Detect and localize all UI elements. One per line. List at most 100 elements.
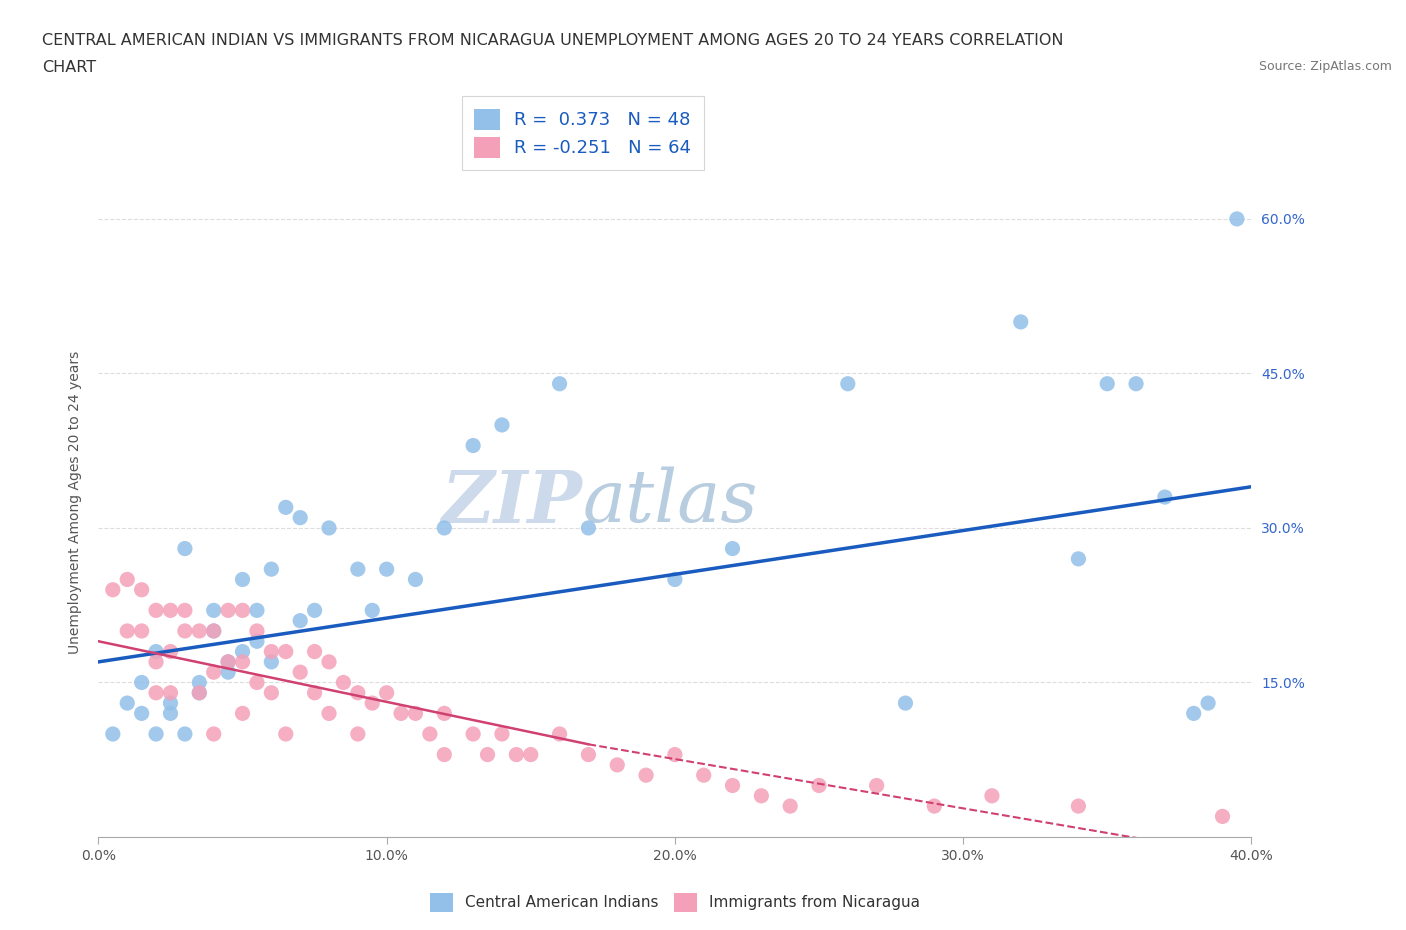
Point	[101, 726, 124, 741]
Point	[260, 685, 283, 700]
Point	[1182, 706, 1205, 721]
Point	[405, 706, 427, 721]
Point	[217, 655, 239, 670]
Point	[188, 675, 211, 690]
Point	[505, 747, 527, 762]
Point	[1125, 377, 1147, 392]
Point	[1067, 799, 1090, 814]
Point	[274, 726, 297, 741]
Point	[174, 541, 197, 556]
Point	[290, 665, 312, 680]
Point	[231, 603, 254, 618]
Legend: Central American Indians, Immigrants from Nicaragua: Central American Indians, Immigrants fro…	[423, 887, 927, 918]
Point	[606, 757, 628, 772]
Point	[131, 623, 153, 638]
Text: atlas: atlas	[582, 467, 758, 538]
Point	[1067, 551, 1090, 566]
Text: ZIP: ZIP	[441, 467, 582, 538]
Text: CHART: CHART	[42, 60, 96, 75]
Point	[274, 500, 297, 515]
Point	[576, 521, 599, 536]
Point	[202, 726, 225, 741]
Text: Source: ZipAtlas.com: Source: ZipAtlas.com	[1258, 60, 1392, 73]
Point	[751, 789, 773, 804]
Point	[202, 623, 225, 638]
Point	[231, 655, 254, 670]
Point	[202, 623, 225, 638]
Point	[145, 603, 167, 618]
Point	[174, 623, 197, 638]
Point	[304, 603, 326, 618]
Point	[721, 778, 744, 793]
Point	[145, 726, 167, 741]
Point	[202, 665, 225, 680]
Y-axis label: Unemployment Among Ages 20 to 24 years: Unemployment Among Ages 20 to 24 years	[69, 351, 83, 654]
Point	[246, 634, 269, 649]
Point	[491, 418, 513, 432]
Point	[664, 572, 686, 587]
Point	[721, 541, 744, 556]
Point	[246, 623, 269, 638]
Point	[664, 747, 686, 762]
Point	[174, 726, 197, 741]
Point	[375, 685, 398, 700]
Point	[159, 603, 181, 618]
Point	[159, 644, 181, 659]
Point	[217, 603, 239, 618]
Point	[246, 603, 269, 618]
Point	[117, 696, 139, 711]
Point	[389, 706, 412, 721]
Point	[117, 572, 139, 587]
Point	[231, 644, 254, 659]
Point	[433, 521, 456, 536]
Point	[159, 696, 181, 711]
Point	[548, 726, 571, 741]
Point	[433, 706, 456, 721]
Point	[131, 706, 153, 721]
Point	[304, 685, 326, 700]
Point	[576, 747, 599, 762]
Point	[779, 799, 801, 814]
Point	[548, 377, 571, 392]
Point	[807, 778, 830, 793]
Point	[274, 644, 297, 659]
Point	[837, 377, 859, 392]
Point	[101, 582, 124, 597]
Point	[866, 778, 889, 793]
Point	[1197, 696, 1219, 711]
Point	[188, 685, 211, 700]
Point	[636, 768, 658, 783]
Point	[159, 685, 181, 700]
Point	[1097, 377, 1119, 392]
Point	[894, 696, 917, 711]
Point	[491, 726, 513, 741]
Point	[375, 562, 398, 577]
Point	[419, 726, 441, 741]
Point	[693, 768, 716, 783]
Point	[332, 675, 354, 690]
Point	[260, 562, 283, 577]
Point	[188, 623, 211, 638]
Point	[433, 747, 456, 762]
Point	[924, 799, 946, 814]
Point	[477, 747, 499, 762]
Point	[461, 438, 484, 453]
Legend: R =  0.373   N = 48, R = -0.251   N = 64: R = 0.373 N = 48, R = -0.251 N = 64	[461, 96, 703, 170]
Point	[981, 789, 1004, 804]
Point	[231, 572, 254, 587]
Point	[346, 726, 368, 741]
Point	[174, 603, 197, 618]
Point	[159, 706, 181, 721]
Point	[1153, 489, 1175, 504]
Point	[131, 675, 153, 690]
Point	[131, 582, 153, 597]
Point	[318, 655, 340, 670]
Point	[304, 644, 326, 659]
Point	[145, 655, 167, 670]
Point	[117, 623, 139, 638]
Point	[290, 613, 312, 628]
Point	[246, 675, 269, 690]
Point	[346, 685, 368, 700]
Text: CENTRAL AMERICAN INDIAN VS IMMIGRANTS FROM NICARAGUA UNEMPLOYMENT AMONG AGES 20 : CENTRAL AMERICAN INDIAN VS IMMIGRANTS FR…	[42, 33, 1064, 47]
Point	[217, 655, 239, 670]
